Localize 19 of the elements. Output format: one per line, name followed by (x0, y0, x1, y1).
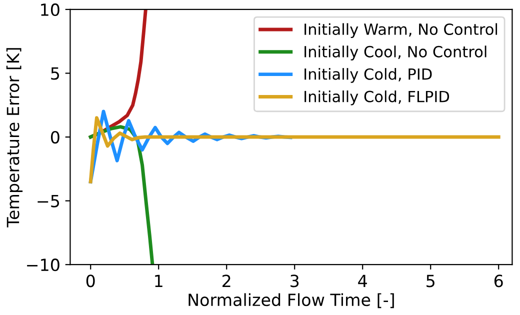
y-tick-label: −10 (27, 258, 60, 272)
legend-label: Initially Cold, FLPID (304, 90, 450, 106)
x-tick-label: 4 (358, 274, 367, 287)
y-tick-label: 0 (50, 130, 60, 144)
legend-label: Initially Warm, No Control (304, 23, 498, 38)
y-tick-label: −5 (38, 194, 60, 208)
x-tick-label: 5 (426, 274, 434, 288)
legend-label: Initially Cold, PID (304, 68, 432, 83)
x-tick-label: 2 (222, 274, 230, 287)
legend-label: Initially Cool, No Control (304, 46, 486, 60)
x-axis-title: Normalized Flow Time [-] (188, 293, 394, 308)
y-tick-label: 10 (41, 3, 60, 16)
x-tick-label: 3 (290, 274, 299, 288)
x-tick-label: 6 (494, 274, 503, 288)
x-tick-label: 1 (155, 274, 162, 287)
x-tick-label: 0 (86, 274, 95, 288)
y-axis-title: Temperature Error [K] (6, 48, 23, 228)
line-series (88, 116, 500, 184)
y-tick-label: 5 (51, 67, 60, 80)
